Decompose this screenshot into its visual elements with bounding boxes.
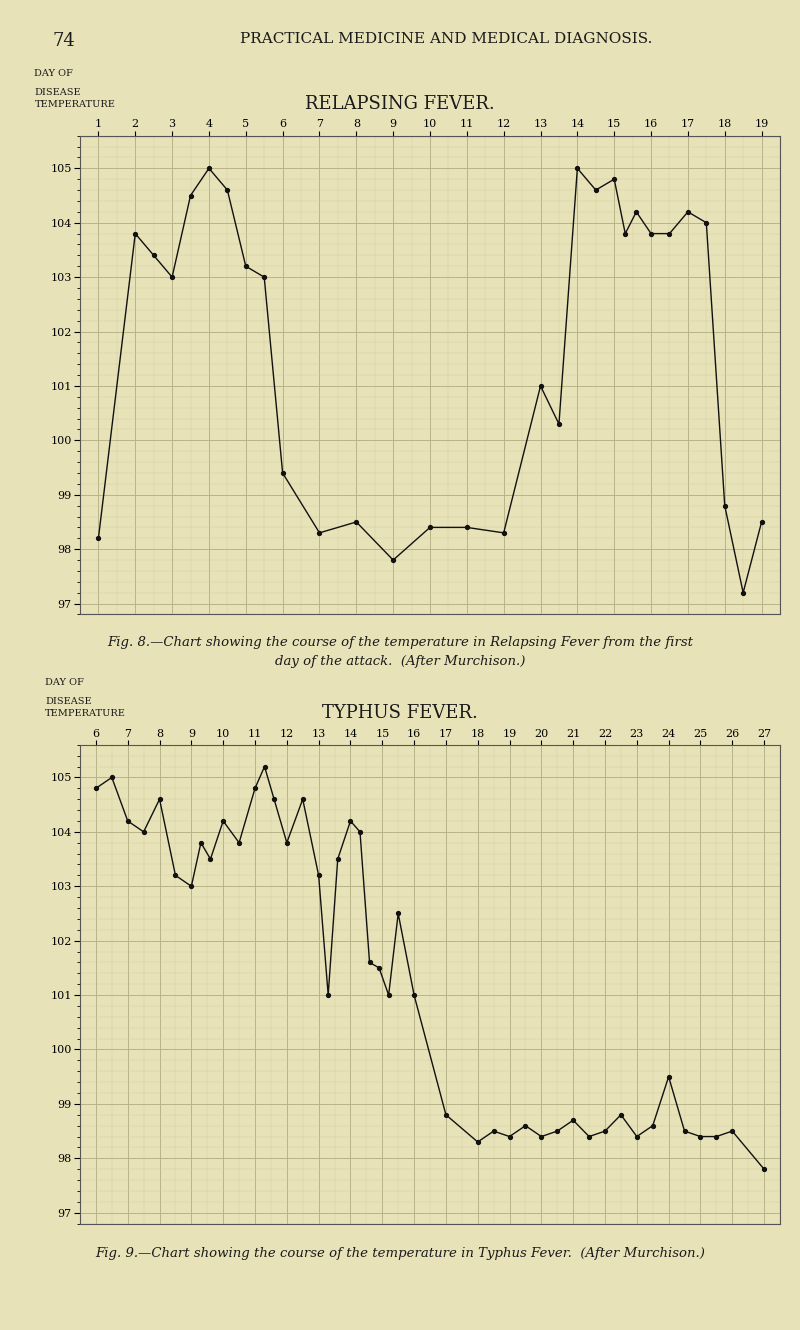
Text: DAY OF: DAY OF bbox=[34, 69, 74, 78]
Text: day of the attack.  (After Murchison.): day of the attack. (After Murchison.) bbox=[275, 654, 525, 668]
Text: TEMPERATURE: TEMPERATURE bbox=[45, 709, 126, 718]
Text: PRACTICAL MEDICINE AND MEDICAL DIAGNOSIS.: PRACTICAL MEDICINE AND MEDICAL DIAGNOSIS… bbox=[240, 32, 652, 47]
Text: TYPHUS FEVER.: TYPHUS FEVER. bbox=[322, 704, 478, 722]
Text: 74: 74 bbox=[52, 32, 74, 51]
Text: Fig. 8.—Chart showing the course of the temperature in Relapsing Fever from the : Fig. 8.—Chart showing the course of the … bbox=[107, 636, 693, 649]
Text: TEMPERATURE: TEMPERATURE bbox=[34, 100, 115, 109]
Text: DAY OF: DAY OF bbox=[45, 678, 84, 688]
Text: RELAPSING FEVER.: RELAPSING FEVER. bbox=[305, 94, 495, 113]
Text: Fig. 9.—Chart showing the course of the temperature in Typhus Fever.  (After Mur: Fig. 9.—Chart showing the course of the … bbox=[95, 1246, 705, 1260]
Text: DISEASE: DISEASE bbox=[45, 697, 92, 706]
Text: DISEASE: DISEASE bbox=[34, 88, 81, 97]
